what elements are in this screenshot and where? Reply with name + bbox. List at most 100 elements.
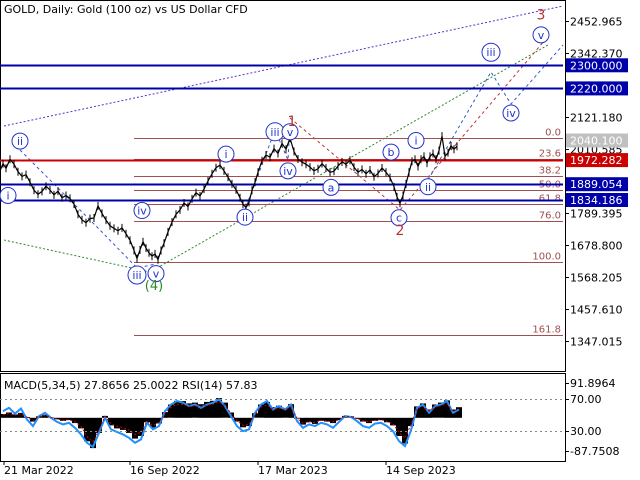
trend-line-lower — [3, 239, 151, 273]
macd-histogram-bar — [210, 400, 216, 418]
price-level-box — [566, 133, 628, 148]
macd-histogram-bar — [366, 417, 372, 424]
macd-histogram-bar — [372, 417, 378, 421]
macd-histogram-bar — [204, 401, 210, 418]
macd-histogram-bar — [174, 400, 180, 418]
macd-histogram-bar — [120, 417, 126, 430]
fib-level-label: 61.8 — [539, 194, 561, 205]
wave-label: i — [224, 148, 227, 161]
macd-histogram-bar — [384, 417, 390, 423]
macd-histogram-bar — [444, 400, 450, 418]
wave-label-circle — [279, 162, 297, 180]
fib-level-label: 0.0 — [545, 128, 561, 139]
price-level-box — [566, 58, 628, 73]
fib-level-label: 100.0 — [532, 252, 561, 263]
macd-histogram-bar — [72, 417, 78, 424]
macd-histogram-bar — [30, 417, 36, 422]
wave-label-circle — [419, 178, 437, 196]
macd-histogram-bar — [336, 417, 342, 421]
macd-histogram-bar — [306, 417, 312, 423]
wave-label: b — [388, 146, 395, 159]
wave-label-circle — [217, 145, 235, 163]
wave-label: iv — [283, 165, 293, 178]
macd-histogram-bar — [318, 417, 324, 421]
macd-histogram-bar — [168, 404, 174, 418]
macd-signal-line — [2, 401, 460, 443]
price-axis: 2452.9652342.3702231.7752121.1802010.585… — [565, 16, 628, 458]
fib-level-label: 76.0 — [539, 211, 561, 222]
macd-histogram-bar — [288, 404, 294, 418]
wave-label-circle — [390, 209, 408, 227]
macd-histogram-bar — [12, 414, 18, 418]
wave-label: iii — [486, 46, 495, 59]
macd-histogram-bar — [138, 417, 144, 436]
macd-histogram-bar — [192, 402, 198, 418]
macd-histogram-bar — [420, 403, 426, 418]
price-level-box-label: 2040.100 — [570, 135, 623, 148]
macd-histogram-bar — [396, 417, 402, 436]
wave-label-circle — [281, 123, 299, 141]
indicator-axis-tick-label: 91.8964 — [570, 377, 616, 390]
macd-histogram-bar — [234, 417, 240, 422]
price-level-box-label: 1972.282 — [570, 154, 623, 167]
macd-histogram-bar — [270, 407, 276, 418]
wave-label-circle — [133, 202, 151, 220]
macd-histogram-bar — [0, 414, 6, 418]
time-axis-tick-label: 21 Mar 2022 — [4, 464, 74, 477]
chart-title: GOLD, Daily: Gold (100 oz) vs US Dollar … — [4, 3, 248, 16]
price-level-box-label: 2300.000 — [570, 59, 623, 72]
price-level-box — [566, 153, 628, 168]
main-pane-border — [0, 0, 566, 372]
macd-histogram-bar — [414, 406, 420, 418]
indicator-plot — [0, 398, 563, 449]
wave-label: c — [396, 212, 402, 225]
time-axis-tick-label: 16 Sep 2022 — [130, 464, 200, 477]
macd-histogram-bar — [360, 417, 366, 422]
wave-label: a — [328, 181, 335, 194]
macd-histogram-bar — [162, 412, 168, 418]
wave-label-major: 3 — [537, 8, 546, 24]
wave-label: v — [538, 29, 545, 42]
price-level-box — [566, 193, 628, 207]
macd-histogram-bar — [240, 417, 246, 428]
macd-histogram-bar — [258, 404, 264, 418]
wave-label: iii — [270, 126, 279, 139]
price-axis-tick-label: 1678.800 — [570, 240, 623, 253]
wave-label-circle — [382, 143, 400, 161]
macd-histogram-bar — [438, 402, 444, 418]
macd-histogram-bar — [156, 417, 162, 424]
macd-histogram-bar — [126, 417, 132, 433]
macd-histogram-bar — [180, 401, 186, 418]
time-axis: 21 Mar 2022 16 Sep 2022 17 Mar 2023 14 Sep … — [3, 461, 456, 477]
wave-label-circle — [407, 131, 425, 149]
macd-histogram-bar — [246, 417, 252, 427]
price-axis-tick-label: 2452.965 — [570, 16, 623, 29]
wave-label: i — [414, 134, 417, 147]
price-level-box-label: 1834.186 — [570, 194, 623, 207]
macd-histogram-bar — [390, 417, 396, 426]
price-axis-tick-label: 1347.015 — [570, 336, 623, 349]
price-level-box — [566, 81, 628, 96]
wave-label-circle — [147, 265, 165, 283]
main-plot: 0.023.638.250.061.876.0100.0161.8iiiivii… — [0, 5, 564, 336]
price-axis-tick-label: 2342.370 — [570, 48, 623, 61]
macd-histogram-bar — [54, 417, 60, 420]
macd-histogram-bar — [90, 417, 96, 449]
macd-histogram-bar — [108, 417, 114, 426]
macd-histogram-bar — [60, 417, 66, 421]
macd-histogram-bar — [114, 417, 120, 429]
price-level-box-label: 1889.054 — [570, 178, 623, 191]
macd-histogram-bar — [42, 414, 48, 418]
macd-histogram-bar — [216, 398, 222, 418]
price-axis-tick-label: 2121.180 — [570, 112, 623, 125]
wave-label: v — [153, 268, 160, 281]
macd-histogram-bar — [276, 405, 282, 418]
macd-histogram-bar — [6, 412, 12, 418]
wave-label-major: 2 — [396, 223, 405, 239]
wave-label-major: 1 — [288, 114, 297, 130]
macd-histogram-bar — [324, 417, 330, 422]
chart-frame — [0, 0, 566, 462]
macd-histogram-bar — [144, 417, 150, 423]
wave-label-circle — [0, 186, 17, 204]
